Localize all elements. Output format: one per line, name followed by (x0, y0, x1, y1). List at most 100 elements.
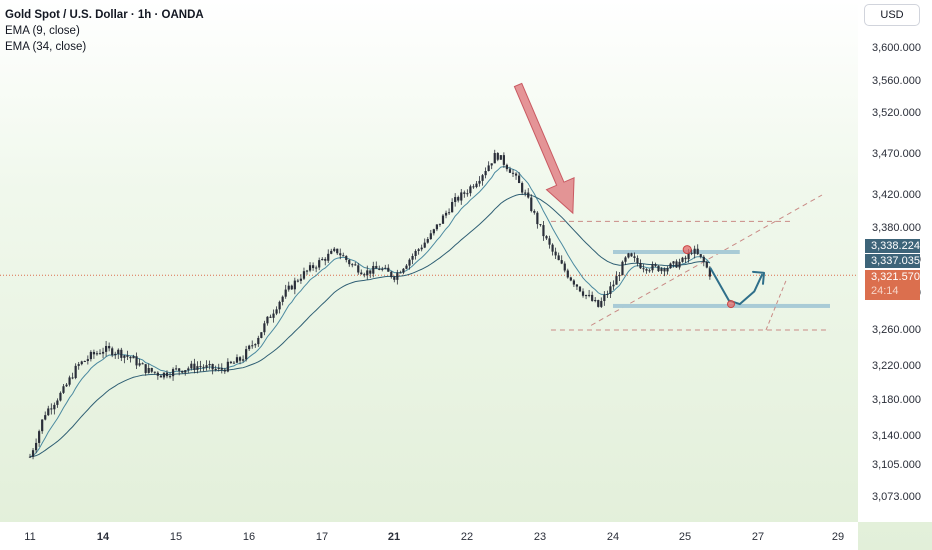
candle-body (333, 248, 336, 251)
candle-body (187, 368, 190, 371)
candle-body (132, 356, 135, 359)
price-tick-label: 3,420.000 (872, 189, 921, 201)
candle-body (594, 300, 597, 302)
candle-body (315, 267, 318, 269)
candle-body (366, 270, 369, 276)
candle-body (86, 359, 89, 362)
candle-body (47, 408, 50, 416)
time-tick-label: 15 (169, 531, 183, 543)
candle-body (147, 367, 150, 373)
candle-body (241, 359, 245, 361)
candle-body (609, 286, 612, 294)
candle-body (293, 280, 296, 290)
candle-body (648, 270, 651, 272)
candle-body (68, 377, 71, 385)
candle-body (472, 186, 475, 188)
candle-body (521, 183, 524, 193)
candle-body (429, 233, 432, 240)
ema-fast-price-label: 3,338.224 (865, 239, 920, 253)
candle-body (220, 367, 223, 370)
ema-slow-line (29, 193, 711, 458)
candle-body (396, 272, 399, 280)
candle-body (111, 348, 114, 356)
price-tick-label: 3,560.000 (872, 75, 921, 87)
candle-body (214, 368, 217, 370)
candle-body (669, 263, 672, 269)
candle-body (581, 291, 585, 296)
candle-body (696, 248, 699, 255)
candle-body (202, 366, 205, 368)
candle-body (117, 349, 120, 354)
candle-body (257, 337, 260, 345)
candle-body (375, 265, 378, 269)
price-tick-label: 3,520.000 (872, 107, 921, 119)
candle-body (560, 260, 563, 264)
candle-body (327, 253, 330, 261)
candle-body (235, 357, 239, 363)
down-arrow (513, 82, 575, 215)
candle-body (451, 202, 454, 213)
candle-body (65, 384, 68, 387)
candle-body (308, 265, 312, 271)
ema-fast-legend[interactable]: EMA (9, close) (5, 25, 80, 37)
time-tick-label: 23 (533, 531, 547, 543)
candle-body (153, 371, 156, 373)
candle-body (290, 285, 293, 290)
candle-body (466, 193, 469, 195)
candle-body (229, 361, 233, 363)
candle-body (654, 264, 657, 266)
candle-body (387, 267, 390, 272)
candle-body (645, 269, 648, 271)
candle-body (702, 256, 705, 262)
ema-slow-legend[interactable]: EMA (34, close) (5, 41, 87, 53)
candle-body (487, 165, 490, 171)
candle-body (411, 255, 414, 260)
candle-body (572, 280, 575, 285)
currency-button[interactable]: USD (864, 4, 920, 26)
candle-body (393, 277, 396, 280)
candle-body (660, 268, 663, 272)
candle-body (287, 285, 290, 290)
candle-body (420, 247, 423, 250)
candle-body (89, 351, 92, 360)
projection-arrowhead (752, 270, 765, 285)
candle-body (92, 351, 96, 355)
bar-countdown: 24:14 (871, 285, 899, 297)
time-tick-label: 25 (678, 531, 692, 543)
candle-body (557, 255, 560, 261)
candle-body (414, 250, 417, 256)
candle-body (502, 155, 505, 165)
time-tick-label: 24 (606, 531, 620, 543)
candle-body (284, 289, 287, 297)
candle-body (74, 365, 77, 379)
time-axis[interactable]: 11 14 15 16 17 21 22 23 24 25 27 29 (0, 522, 858, 550)
candle-body (296, 280, 299, 282)
time-tick-label: 29 (831, 531, 845, 543)
candle-body (402, 268, 405, 273)
candle-body (705, 261, 708, 268)
candle-body (141, 363, 144, 365)
candle-body (642, 268, 645, 270)
candle-body (657, 265, 660, 272)
candle-body (606, 293, 609, 295)
chart-plot-area[interactable] (0, 0, 858, 522)
candle-body (330, 250, 333, 254)
candle-body (266, 316, 269, 324)
candle-body (321, 258, 324, 261)
candle-body (566, 270, 569, 278)
projection-dashed-line (765, 280, 787, 331)
candle-body (184, 370, 187, 373)
symbol-title[interactable]: Gold Spot / U.S. Dollar · 1h · OANDA (5, 9, 204, 21)
candle-body (454, 197, 457, 203)
candle-body (357, 265, 360, 273)
candle-body (138, 363, 141, 366)
candle-body (53, 404, 56, 410)
resistance-zone (613, 250, 740, 254)
candle-body (38, 431, 41, 443)
candle-body (123, 355, 126, 358)
candle-body (275, 309, 278, 314)
candle-body (126, 355, 129, 357)
candle-body (248, 345, 251, 350)
time-tick-label: 16 (242, 531, 256, 543)
candle-body (223, 369, 226, 372)
